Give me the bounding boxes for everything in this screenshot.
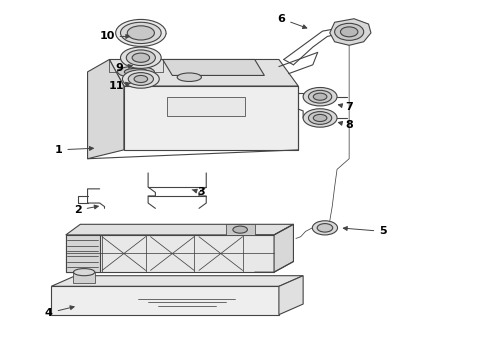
- Ellipse shape: [341, 27, 358, 37]
- Ellipse shape: [335, 23, 364, 40]
- Text: 3: 3: [192, 188, 205, 197]
- Ellipse shape: [116, 19, 166, 46]
- Ellipse shape: [121, 47, 161, 68]
- Polygon shape: [279, 276, 303, 315]
- Ellipse shape: [124, 68, 147, 76]
- Polygon shape: [51, 276, 303, 286]
- Polygon shape: [330, 19, 371, 45]
- Ellipse shape: [312, 221, 338, 235]
- Ellipse shape: [74, 269, 95, 276]
- Ellipse shape: [233, 226, 247, 233]
- Text: 7: 7: [339, 102, 353, 112]
- Polygon shape: [274, 224, 294, 272]
- Ellipse shape: [177, 73, 201, 81]
- Text: 1: 1: [54, 145, 94, 155]
- Polygon shape: [66, 224, 294, 235]
- Text: 2: 2: [74, 205, 98, 215]
- Ellipse shape: [303, 87, 337, 106]
- Ellipse shape: [317, 224, 333, 232]
- Polygon shape: [88, 59, 124, 159]
- Polygon shape: [73, 272, 95, 283]
- Text: 9: 9: [115, 63, 132, 73]
- Ellipse shape: [309, 112, 332, 124]
- Polygon shape: [66, 235, 274, 272]
- Polygon shape: [66, 235, 99, 272]
- Ellipse shape: [134, 76, 147, 82]
- Ellipse shape: [132, 53, 149, 62]
- Polygon shape: [225, 224, 255, 235]
- Ellipse shape: [313, 114, 327, 122]
- Ellipse shape: [313, 93, 327, 100]
- Polygon shape: [163, 59, 265, 76]
- Ellipse shape: [128, 73, 153, 85]
- Text: 4: 4: [45, 306, 74, 318]
- Polygon shape: [168, 97, 245, 116]
- Ellipse shape: [126, 50, 155, 66]
- Polygon shape: [51, 286, 279, 315]
- Ellipse shape: [127, 26, 154, 40]
- Ellipse shape: [309, 90, 332, 103]
- Text: 5: 5: [343, 226, 387, 237]
- Polygon shape: [109, 59, 298, 86]
- Text: 11: 11: [109, 81, 130, 91]
- Ellipse shape: [303, 109, 337, 127]
- Ellipse shape: [122, 70, 159, 88]
- Ellipse shape: [118, 66, 154, 77]
- Text: 10: 10: [99, 31, 130, 41]
- Polygon shape: [124, 86, 298, 150]
- Text: 8: 8: [339, 120, 353, 130]
- Ellipse shape: [121, 22, 161, 44]
- Text: 6: 6: [277, 14, 307, 28]
